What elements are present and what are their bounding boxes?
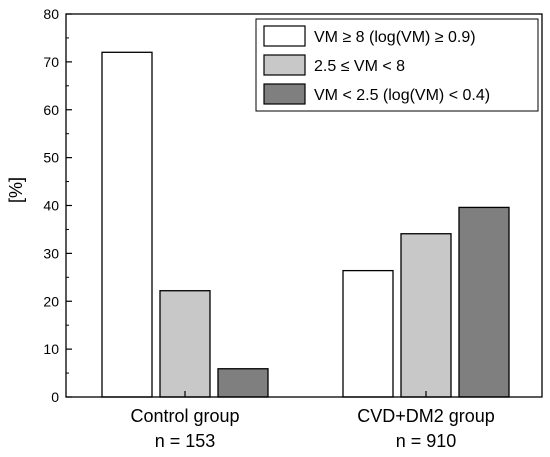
bar xyxy=(458,206,510,398)
legend-swatch xyxy=(263,25,306,47)
bar xyxy=(400,233,452,398)
bar xyxy=(342,269,394,398)
y-tick-label: 80 xyxy=(43,6,59,22)
bars-layer xyxy=(101,51,510,398)
legend-swatch xyxy=(263,54,306,76)
legend-label: VM < 2.5 (log(VM) < 0.4) xyxy=(314,87,490,104)
y-tick-label: 50 xyxy=(43,150,59,166)
bar xyxy=(159,290,211,398)
x-tick-label-line1: CVD+DM2 group xyxy=(357,406,495,426)
legend: VM ≥ 8 (log(VM) ≥ 0.9) 2.5 ≤ VM < 8 VM < 2… xyxy=(255,18,539,112)
y-tick-label: 70 xyxy=(43,54,59,70)
x-tick-label-line2: n = 153 xyxy=(155,431,216,451)
y-tick-label: 20 xyxy=(43,293,59,309)
legend-label: VM ≥ 8 (log(VM) ≥ 0.9) xyxy=(314,29,476,46)
bar xyxy=(101,51,153,398)
y-tick-label: 0 xyxy=(51,389,59,405)
bar xyxy=(217,368,269,398)
y-axis-label: [%] xyxy=(6,177,26,203)
x-tick-label-line1: Control group xyxy=(130,406,239,426)
legend-swatch xyxy=(263,83,306,105)
y-axis: 0 10 20 30 40 50 60 70 80 xyxy=(43,6,72,405)
x-axis: Control group n = 153 CVD+DM2 group n = 910 xyxy=(130,391,495,451)
y-tick-label: 60 xyxy=(43,102,59,118)
x-tick-label-line2: n = 910 xyxy=(396,431,457,451)
legend-label: 2.5 ≤ VM < 8 xyxy=(314,58,405,75)
y-tick-label: 40 xyxy=(43,198,59,214)
y-tick-label: 30 xyxy=(43,245,59,261)
y-tick-label: 10 xyxy=(43,341,59,357)
